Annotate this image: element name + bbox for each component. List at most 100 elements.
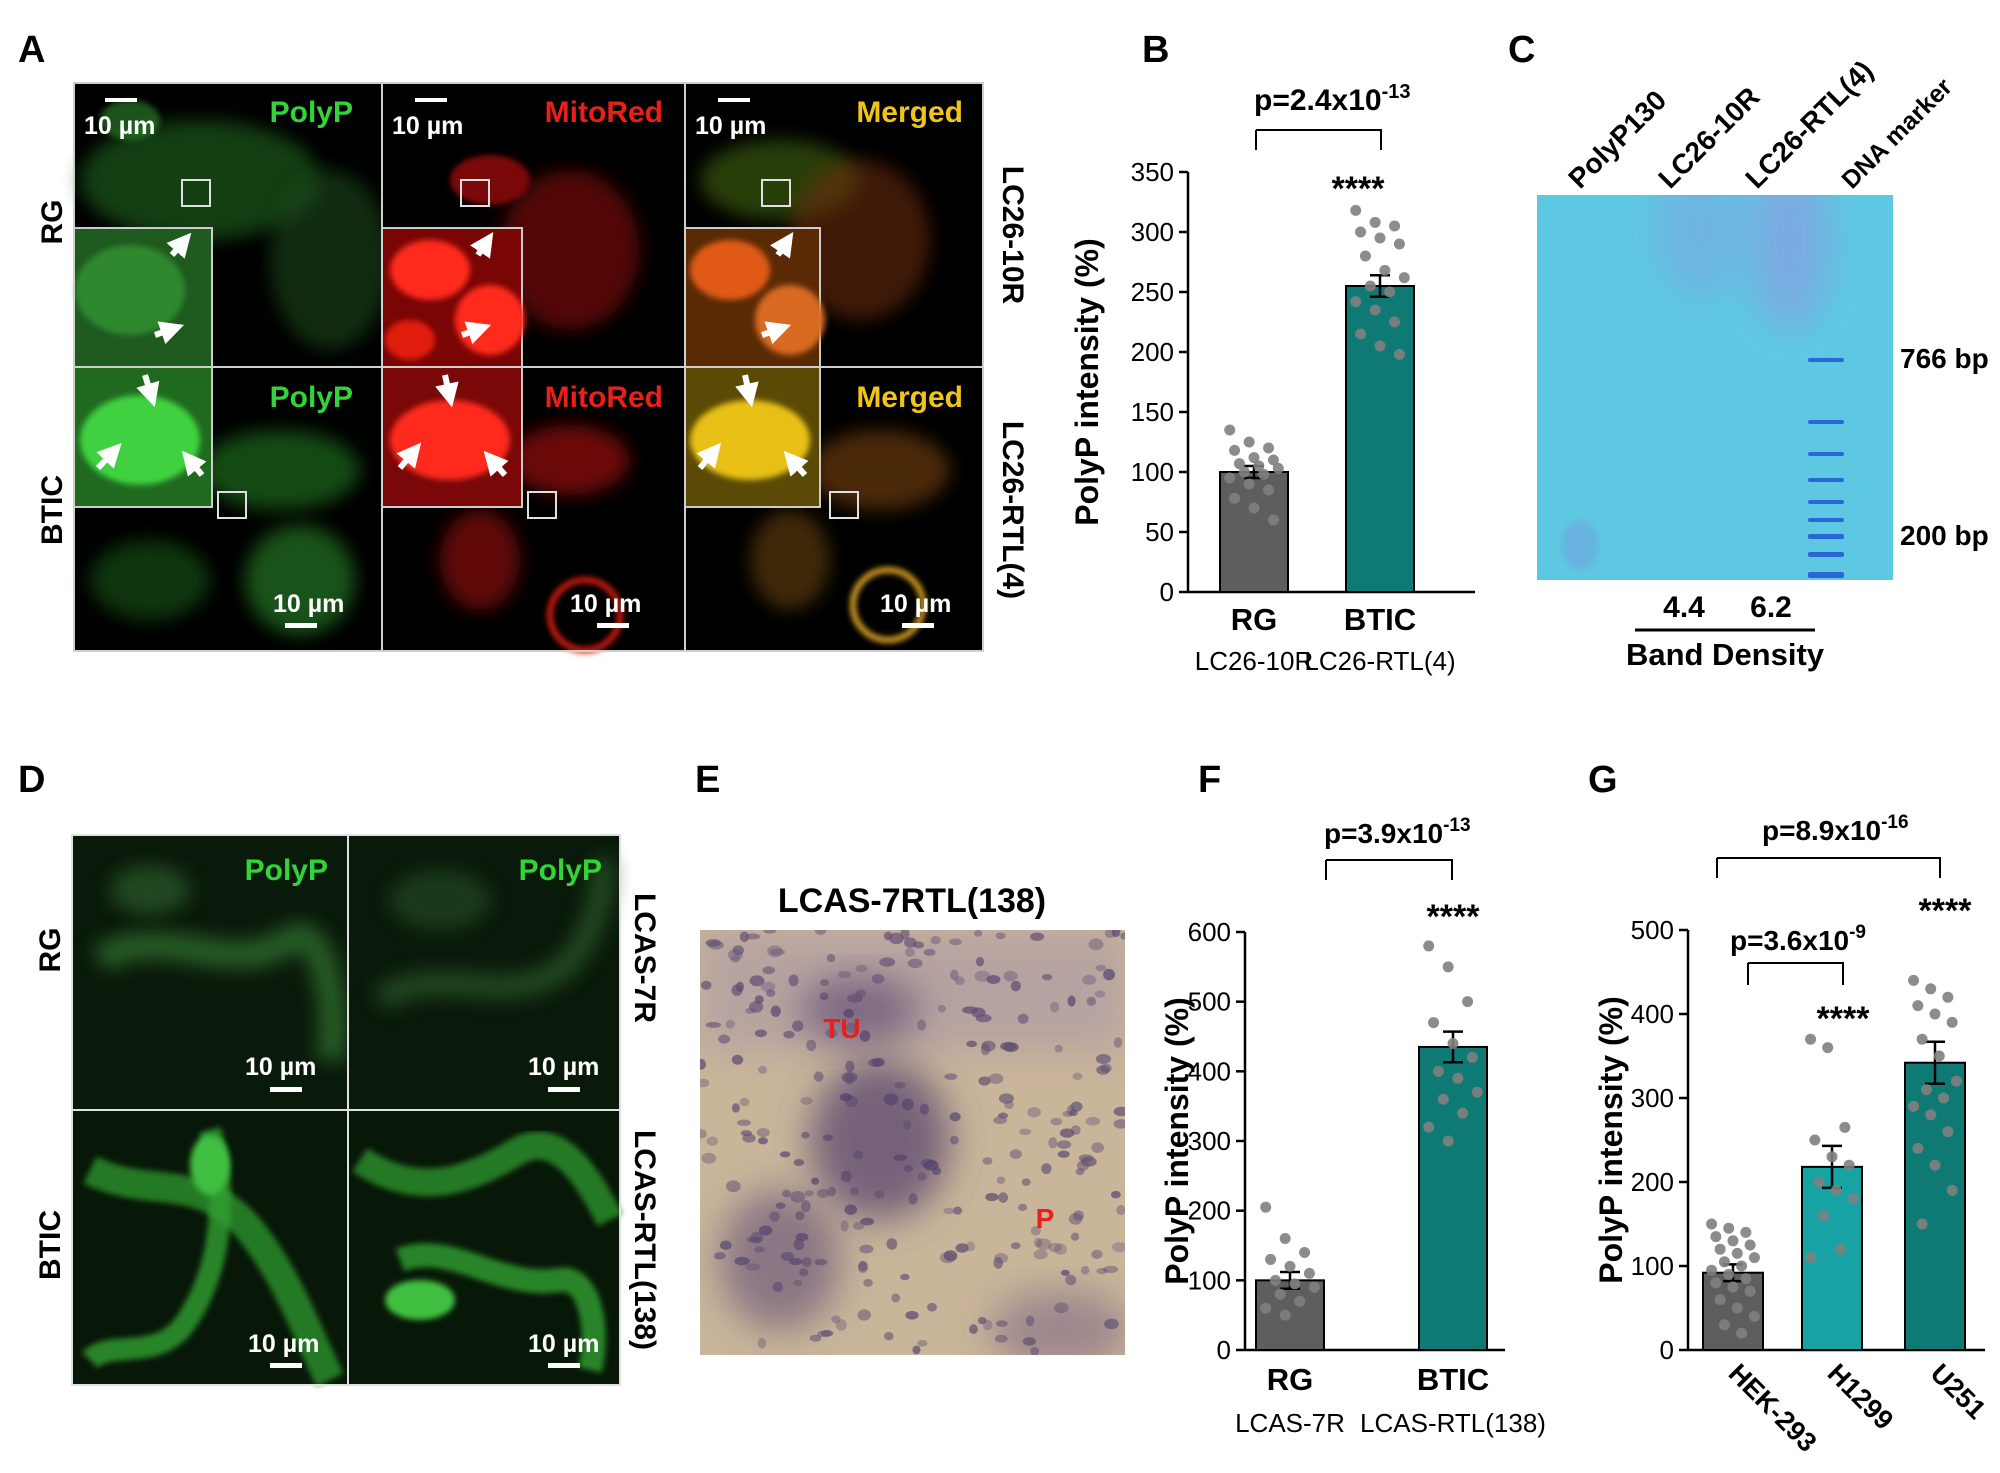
nucleus xyxy=(1030,932,1045,941)
nucleus xyxy=(982,1157,993,1165)
nucleus xyxy=(742,1133,756,1143)
data-point xyxy=(1294,1295,1306,1307)
nucleus xyxy=(1082,974,1097,985)
nucleus xyxy=(1120,932,1125,940)
data-point xyxy=(1817,1210,1829,1222)
data-point xyxy=(1279,1309,1291,1321)
nucleus xyxy=(705,939,721,947)
nucleus xyxy=(727,949,743,961)
nucleus xyxy=(1112,1242,1125,1253)
panel-b: B 0 50 100 150 200 250 300 350 PolyP intensity (… xyxy=(1069,29,1475,676)
data-point xyxy=(1912,1000,1924,1012)
nucleus xyxy=(700,1058,707,1070)
data-point xyxy=(1447,1037,1459,1049)
data-point xyxy=(1925,1109,1937,1121)
nucleus xyxy=(1113,1037,1123,1048)
nucleus xyxy=(749,1001,764,1013)
panel-c-lane-labels: PolyP130 LC26-10R LC26-RTL(4) DNA marker xyxy=(1562,55,1958,195)
nucleus xyxy=(795,1232,809,1242)
data-point xyxy=(1263,484,1275,496)
nucleus xyxy=(998,1192,1009,1203)
nucleus xyxy=(853,1150,864,1160)
data-point xyxy=(1912,1142,1924,1154)
data-point xyxy=(1908,974,1920,986)
data-point xyxy=(1442,961,1454,973)
nucleus xyxy=(1072,1072,1083,1081)
nucleus xyxy=(763,930,777,934)
data-point xyxy=(1916,1218,1928,1230)
data-point xyxy=(1308,1281,1320,1293)
data-point xyxy=(1723,1268,1735,1280)
nucleus xyxy=(949,1112,961,1122)
nucleus xyxy=(954,976,965,986)
category-label: U251 xyxy=(1925,1358,1992,1425)
nucleus xyxy=(706,1136,719,1146)
panel-b-letter: B xyxy=(1142,29,1169,71)
y-tick-label: 400 xyxy=(1188,1056,1231,1086)
nucleus xyxy=(1050,1117,1063,1126)
nucleus xyxy=(700,1129,707,1139)
panel-a-letter: A xyxy=(18,29,45,71)
panel-f: F 0 100 200 300 400 500 600 PolyP intensity (%)… xyxy=(1159,759,1546,1438)
category-label: H1299 xyxy=(1822,1358,1899,1435)
data-point xyxy=(1389,316,1401,328)
y-axis-label: PolyP intensity (%) xyxy=(1159,997,1195,1284)
nucleus xyxy=(1010,1242,1021,1250)
category-label: RG xyxy=(1267,1362,1314,1397)
density-lc26-rtl4: 6.2 xyxy=(1750,591,1792,624)
nucleus xyxy=(820,1329,834,1337)
nucleus xyxy=(1009,1149,1022,1159)
data-point xyxy=(1736,1327,1748,1339)
nucleus xyxy=(917,1339,928,1347)
nucleus xyxy=(879,957,896,967)
data-point xyxy=(1432,1065,1444,1077)
nucleus xyxy=(793,1159,805,1166)
data-point xyxy=(1269,1274,1281,1286)
nucleus xyxy=(1054,1302,1069,1314)
y-tick-label: 0 xyxy=(1160,577,1174,607)
data-point xyxy=(1946,1184,1958,1196)
data-point xyxy=(1946,1016,1958,1028)
nucleus xyxy=(912,1345,921,1355)
nucleus xyxy=(884,1331,894,1341)
nucleus xyxy=(962,1006,978,1014)
data-point xyxy=(1350,296,1362,308)
micrograph-btic-merged xyxy=(684,366,983,651)
nucleus xyxy=(908,1193,918,1205)
nucleus xyxy=(1022,1336,1036,1346)
nucleus xyxy=(926,1302,937,1312)
panel-g-letter: G xyxy=(1588,759,1618,801)
nucleus xyxy=(783,1030,795,1039)
nucleus xyxy=(708,940,724,950)
data-point xyxy=(1740,1273,1752,1285)
nucleus xyxy=(809,1334,822,1342)
data-point xyxy=(1929,1159,1941,1171)
panel-a-rg-mitored-label: MitoRed xyxy=(545,96,663,129)
nucleus xyxy=(800,1200,811,1213)
panel-b-stars: **** xyxy=(1332,170,1386,208)
nucleus xyxy=(736,1119,751,1126)
data-point xyxy=(1364,280,1376,292)
nucleus xyxy=(837,970,852,979)
nucleus xyxy=(739,1097,750,1107)
nucleus xyxy=(745,1263,761,1271)
svg-text:10 µm: 10 µm xyxy=(570,590,641,618)
nucleus xyxy=(820,979,829,987)
panel-g-bracket-2 xyxy=(1747,962,1844,985)
data-point xyxy=(1809,1134,1821,1146)
y-tick-label: 250 xyxy=(1131,277,1174,307)
nucleus xyxy=(790,1191,806,1203)
data-point xyxy=(1379,264,1391,276)
nucleus xyxy=(831,1315,841,1324)
panel-d-row-label-rg: RG xyxy=(34,928,67,973)
data-point xyxy=(1374,232,1386,244)
nucleus xyxy=(1059,1128,1075,1138)
nucleus xyxy=(1113,1119,1125,1129)
panel-f-letter: F xyxy=(1198,759,1221,801)
nucleus xyxy=(858,1260,868,1272)
nucleus xyxy=(719,1240,732,1250)
data-point xyxy=(1466,1051,1478,1063)
nucleus xyxy=(1070,1101,1083,1112)
nucleus xyxy=(1080,1265,1090,1275)
nucleus xyxy=(1116,1204,1125,1216)
